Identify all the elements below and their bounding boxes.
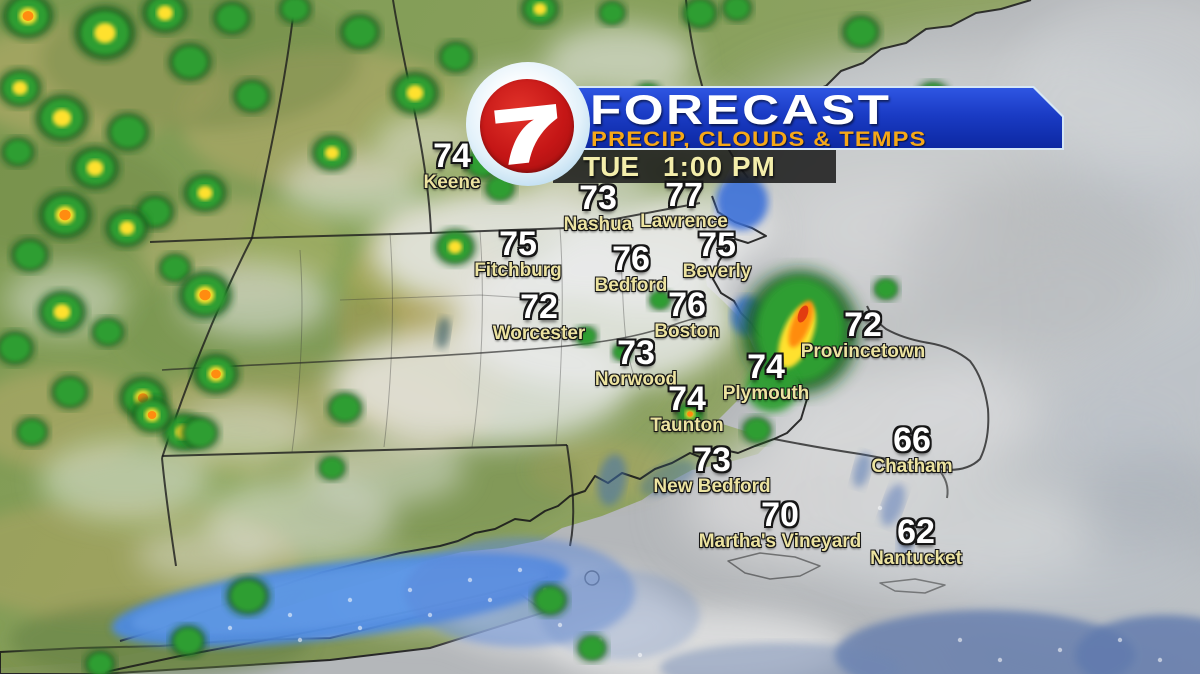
city-label: Chatham xyxy=(871,455,953,477)
station-fitchburg: 75 Fitchburg xyxy=(474,225,562,281)
station-martha-s-vineyard: 70 Martha's Vineyard xyxy=(698,496,862,552)
timestamp-bar: TUE 1:00 PM xyxy=(553,150,836,183)
plymouth-storm-cell xyxy=(742,270,858,412)
station-worcester: 72 Worcester xyxy=(492,288,586,344)
station-bedford: 76 Bedford xyxy=(594,240,668,296)
forecast-banner-inner: FORECAST PRECIP, CLOUDS & TEMPS xyxy=(544,88,1062,148)
station-chatham: 66 Chatham xyxy=(871,421,953,477)
city-label: Boston xyxy=(654,320,720,342)
timestamp-time: 1:00 PM xyxy=(663,150,776,182)
temperature-value: 74 xyxy=(433,137,471,175)
city-label: Nantucket xyxy=(870,547,962,569)
temperature-value: 75 xyxy=(698,226,736,264)
station-new-bedford: 73 New Bedford xyxy=(653,441,771,497)
temperature-value: 70 xyxy=(761,496,799,534)
city-label: Bedford xyxy=(594,274,668,296)
temperature-value: 73 xyxy=(693,441,731,479)
station-lawrence: 77 Lawrence xyxy=(640,176,728,232)
station-taunton: 74 Taunton xyxy=(650,380,724,436)
city-label: Worcester xyxy=(492,322,586,344)
city-label: Provincetown xyxy=(800,340,926,362)
station-keene: 74 Keene xyxy=(423,137,481,193)
city-label: New Bedford xyxy=(653,475,771,497)
channel-7-logo xyxy=(466,62,590,186)
timestamp-day: TUE xyxy=(583,150,639,182)
forecast-title: FORECAST xyxy=(590,86,892,133)
temperature-value: 76 xyxy=(612,240,650,278)
forecast-banner: FORECAST PRECIP, CLOUDS & TEMPS xyxy=(542,86,1064,150)
radar-cells-layer xyxy=(0,0,950,674)
city-label: Martha's Vineyard xyxy=(698,530,862,552)
temperature-value: 73 xyxy=(617,334,655,372)
water-bodies-layer xyxy=(111,174,1200,674)
city-label: Keene xyxy=(423,171,481,193)
temperature-value: 72 xyxy=(844,306,882,344)
temperature-value: 66 xyxy=(893,421,931,459)
station-nantucket: 62 Nantucket xyxy=(870,513,962,569)
temperature-value: 77 xyxy=(665,176,703,214)
station-beverly: 75 Beverly xyxy=(682,226,752,282)
city-label: Lawrence xyxy=(640,210,728,232)
station-nashua: 73 Nashua xyxy=(563,179,633,235)
city-label: Beverly xyxy=(682,260,752,282)
temperature-value: 74 xyxy=(668,380,706,418)
temperature-value: 72 xyxy=(520,288,558,326)
temperature-value: 73 xyxy=(579,179,617,217)
city-label: Plymouth xyxy=(722,382,810,404)
station-norwood: 73 Norwood xyxy=(594,334,678,390)
city-label: Norwood xyxy=(594,368,678,390)
city-label: Fitchburg xyxy=(474,259,562,281)
city-label: Taunton xyxy=(650,414,724,436)
station-provincetown: 72 Provincetown xyxy=(800,306,926,362)
station-plymouth: 74 Plymouth xyxy=(722,348,810,404)
forecast-subtitle: PRECIP, CLOUDS & TEMPS xyxy=(591,128,927,151)
station-boston: 76 Boston xyxy=(654,286,720,342)
temperature-value: 74 xyxy=(747,348,785,386)
temperature-value: 75 xyxy=(499,225,537,263)
city-label: Nashua xyxy=(563,213,633,235)
temperature-value: 76 xyxy=(668,286,706,324)
seven-icon xyxy=(494,104,558,165)
temperature-value: 62 xyxy=(897,513,935,551)
